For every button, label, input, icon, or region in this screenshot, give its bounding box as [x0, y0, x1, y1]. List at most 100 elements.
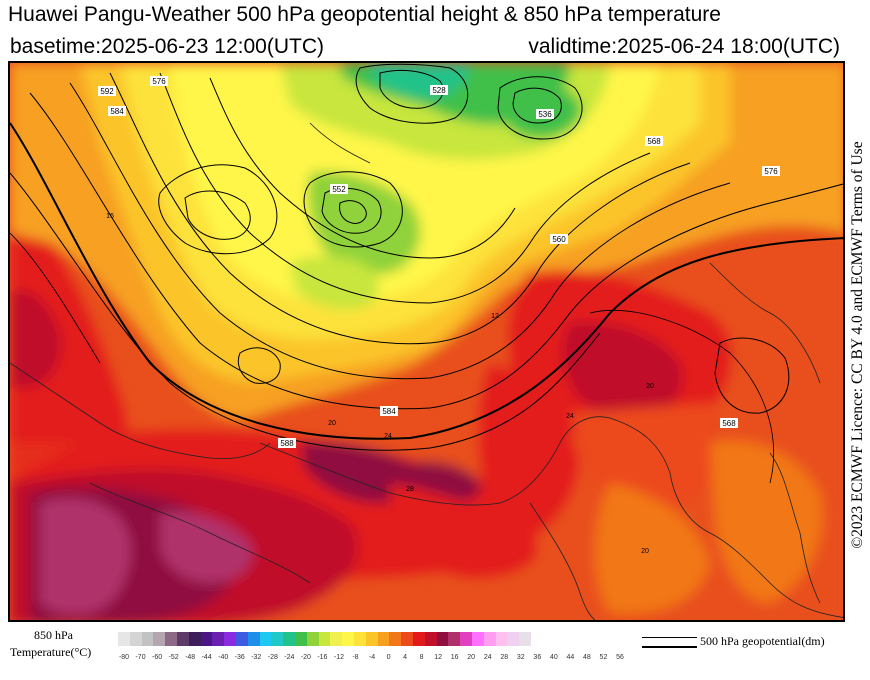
colorbar-swatch: [129, 632, 142, 646]
contour-label: 576: [764, 167, 778, 176]
colorbar-tick-label: -36: [234, 654, 245, 661]
colorbar-swatch: [294, 632, 307, 646]
contour-label: 588: [280, 439, 294, 448]
colorbar-tick-label: 24: [483, 654, 492, 661]
coastlines: [10, 122, 843, 620]
colorbar-tick-label: 8: [419, 654, 424, 661]
colorbar-tick-label: 32: [516, 654, 525, 661]
colorbar-swatch: [118, 632, 130, 646]
temperature-label: 24: [384, 433, 392, 440]
colorbar-swatch: [283, 632, 295, 646]
colorbar-tick-label: -44: [201, 654, 212, 661]
colorbar-swatch: [318, 632, 331, 646]
colorbar-swatch: [153, 632, 166, 646]
temperature-labels: 12 16 20 24 28 20 24 20: [106, 213, 654, 555]
colorbar-swatch: [389, 632, 402, 646]
temperature-label: 20: [641, 548, 649, 555]
legend-thick-line: [642, 646, 697, 648]
license-text: ©2023 ECMWF Licence: CC BY 4.0 and ECMWF…: [849, 141, 866, 549]
temperature-label: 28: [406, 486, 414, 493]
colorbar-tick-label: 44: [566, 654, 575, 661]
contour-label: 560: [552, 235, 566, 244]
temperature-label: 20: [328, 420, 336, 427]
colorbar-swatch: [200, 632, 213, 646]
colorbar-swatch: [460, 632, 472, 646]
temperature-label: 12: [491, 313, 499, 320]
contour-label: 552: [332, 185, 346, 194]
validtime-label: validtime:2025-06-24 18:00(UTC): [528, 35, 840, 58]
colorbar-label-variable: Temperature(°C): [10, 645, 92, 659]
colorbar-tick-label: 40: [549, 654, 558, 661]
colorbar-swatch: [448, 632, 461, 646]
colorbar-swatch: [365, 632, 378, 646]
colorbar-tick-label: 56: [616, 654, 624, 661]
colorbar-label-level: 850 hPa: [34, 628, 73, 642]
colorbar-tick-label: -52: [168, 654, 179, 661]
colorbar-tick-label: 48: [583, 654, 591, 661]
colorbar-swatch: [507, 632, 520, 646]
colorbar-tick-label: 36: [533, 654, 542, 661]
colorbar-tick-label: -40: [218, 654, 229, 661]
colorbar-tick-label: 12: [434, 654, 443, 661]
colorbar-tick-label: -24: [284, 654, 295, 661]
colorbar-swatch: [141, 632, 154, 646]
colorbar-tick-label: -8: [352, 654, 359, 661]
colorbar-swatch: [342, 632, 354, 646]
colorbar-tick-label: -4: [368, 654, 376, 661]
colorbar-swatch: [306, 632, 319, 646]
colorbar-swatch: [471, 632, 484, 646]
geopotential-contours: [10, 63, 843, 484]
colorbar-tick-label: -32: [251, 654, 262, 661]
colorbar-swatch: [412, 632, 425, 646]
colorbar-swatch: [436, 632, 449, 646]
colorbar-swatch: [271, 632, 284, 646]
colorbar-swatch: [165, 632, 177, 646]
map-canvas: 528 536 552 560 568 576 584 588 592 576 …: [10, 63, 843, 620]
temperature-colorbar: [118, 632, 531, 646]
colorbar-swatch: [235, 632, 248, 646]
colorbar-tick-label: -16: [317, 654, 328, 661]
legend-thin-line: [642, 637, 697, 638]
colorbar-tick-label: -48: [185, 654, 196, 661]
colorbar-ticks: -80 -70 -60 -52 -48 -44 -40 -36 -32 -28 -24 -20 -16-…: [112, 654, 632, 666]
colorbar-tick-label: -60: [152, 654, 163, 661]
temperature-label: 24: [566, 413, 574, 420]
temperature-label: 16: [106, 213, 114, 220]
colorbar-tick-label: 0: [386, 654, 391, 661]
colorbar-tick-label: -70: [135, 654, 146, 661]
colorbar-swatch: [176, 632, 189, 646]
legend-label: 500 hPa geopotential(dm): [700, 634, 825, 648]
contour-label: 528: [432, 86, 446, 95]
contour-label: 536: [538, 110, 552, 119]
colorbar-swatch: [519, 632, 531, 646]
colorbar-swatch: [401, 632, 413, 646]
colorbar-tick-label: 4: [403, 654, 408, 661]
contour-label: 584: [382, 407, 396, 416]
license-note: ©2023 ECMWF Licence: CC BY 4.0 and ECMWF…: [848, 80, 868, 610]
colorbar-swatch: [259, 632, 272, 646]
colorbar-tick-label: -20: [300, 654, 311, 661]
colorbar-swatch: [188, 632, 201, 646]
colorbar-tick-label: 52: [599, 654, 608, 661]
colorbar-tick-label: 20: [467, 654, 476, 661]
weather-map: 528 536 552 560 568 576 584 588 592 576 …: [8, 61, 845, 622]
colorbar-swatch: [495, 632, 508, 646]
map-title: Huawei Pangu-Weather 500 hPa geopotentia…: [8, 3, 721, 26]
contour-label: 576: [152, 77, 166, 86]
colorbar-tick-label: 16: [450, 654, 459, 661]
colorbar-swatch: [483, 632, 496, 646]
colorbar-swatch: [247, 632, 260, 646]
colorbar-tick-label: -12: [333, 654, 344, 661]
colorbar-swatch: [424, 632, 437, 646]
contour-label: 568: [647, 137, 661, 146]
colorbar-swatch: [330, 632, 343, 646]
colorbar-tick-label: -28: [267, 654, 278, 661]
contour-label: 584: [110, 107, 124, 116]
colorbar-swatch: [212, 632, 225, 646]
contour-labels: 528 536 552 560 568 576 584 588 592 576 …: [98, 76, 780, 448]
colorbar-swatch: [377, 632, 390, 646]
colorbar-tick-label: -80: [118, 654, 130, 661]
temperature-label: 20: [646, 383, 654, 390]
colorbar-swatch: [353, 632, 366, 646]
basetime-label: basetime:2025-06-23 12:00(UTC): [10, 35, 324, 58]
